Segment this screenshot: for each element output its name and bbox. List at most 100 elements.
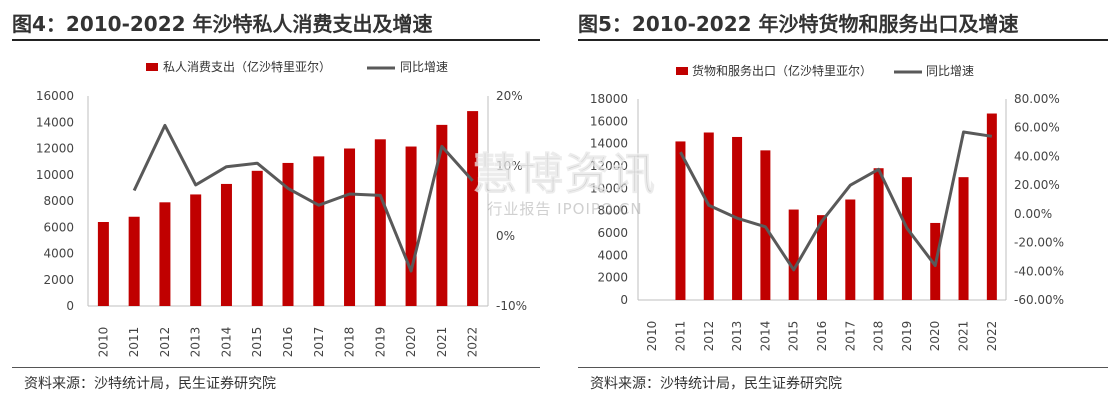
x-tick-label: 2010 xyxy=(645,321,659,352)
x-tick-label: 2013 xyxy=(730,321,744,352)
bar xyxy=(986,113,997,301)
chart-title: 图4：2010-2022 年沙特私人消费支出及增速 xyxy=(12,12,433,36)
bar xyxy=(703,132,714,300)
y-right-tick-label: -60.00% xyxy=(1014,293,1064,307)
y-left-tick-label: 10000 xyxy=(36,168,74,182)
source-note: 资料来源：沙特统计局，民生证券研究院 xyxy=(24,376,276,392)
y-left-tick-label: 4000 xyxy=(43,247,74,261)
legend-line-label: 同比增速 xyxy=(400,60,448,74)
bar xyxy=(901,177,912,300)
legend-bar-swatch xyxy=(676,67,688,75)
x-tick-label: 2022 xyxy=(466,327,480,358)
y-left-tick-label: 8000 xyxy=(43,194,74,208)
y-right-tick-label: -10% xyxy=(496,299,527,313)
x-tick-label: 2021 xyxy=(435,327,449,358)
x-tick-label: 2017 xyxy=(312,327,326,358)
x-tick-label: 2016 xyxy=(815,321,829,352)
y-left-tick-label: 14000 xyxy=(590,137,628,151)
x-tick-label: 2014 xyxy=(219,327,233,358)
x-tick-label: 2014 xyxy=(758,321,772,352)
x-tick-label: 2010 xyxy=(96,327,110,358)
y-right-tick-label: 10% xyxy=(496,159,523,173)
chart-left-svg: 0 2000 4000 6000 8000 10000 12000 14000 16000 -10… xyxy=(36,59,527,358)
bar xyxy=(675,141,686,300)
source-rule xyxy=(12,367,540,368)
y-right-tick-label: 40.00% xyxy=(1014,149,1060,163)
y-left-tick-label: 12000 xyxy=(590,159,628,173)
legend-line-label: 同比增速 xyxy=(926,64,974,78)
x-tick-label: 2012 xyxy=(158,327,172,358)
y-left-tick-label: 2000 xyxy=(597,271,628,285)
x-tick-label: 2021 xyxy=(957,321,971,352)
x-tick-label: 2011 xyxy=(673,321,687,352)
y-right-tick-label: 0.00% xyxy=(1014,207,1052,221)
bar xyxy=(190,194,202,306)
legend-bar-label: 私人消费支出（亿沙特里亚尔） xyxy=(163,59,331,74)
source-note: 资料来源：沙特统计局，民生证券研究院 xyxy=(590,376,842,392)
x-tick-label: 2020 xyxy=(404,327,418,358)
bar xyxy=(220,183,232,306)
bar xyxy=(817,215,827,300)
x-tick-label: 2011 xyxy=(127,327,141,358)
y-left-tick-label: 0 xyxy=(66,299,74,313)
x-tick-label: 2019 xyxy=(900,321,914,352)
bar xyxy=(251,170,263,306)
bar xyxy=(873,168,884,300)
bar xyxy=(313,156,325,306)
y-left-tick-label: 8000 xyxy=(597,204,628,218)
y-left-tick-label: 2000 xyxy=(43,273,74,287)
y-right-tick-label: 60.00% xyxy=(1014,121,1060,135)
y-right-tick-label: 20% xyxy=(496,89,523,103)
x-tick-label: 2016 xyxy=(281,327,295,358)
y-right-tick-label: -40.00% xyxy=(1014,264,1064,278)
bar xyxy=(845,199,856,300)
legend-bar-label: 货物和服务出口（亿沙特里亚尔） xyxy=(692,63,872,78)
y-left-tick-label: 16000 xyxy=(590,114,628,128)
bar xyxy=(282,162,294,306)
bar xyxy=(344,148,356,306)
bar xyxy=(760,150,771,300)
bar xyxy=(436,124,448,306)
y-right-tick-label: 0% xyxy=(496,229,515,243)
y-left-tick-label: 6000 xyxy=(597,226,628,240)
y-left-tick-label: 0 xyxy=(620,293,628,307)
x-tick-label: 2015 xyxy=(787,321,801,352)
bar xyxy=(405,146,417,306)
y-left-tick-label: 4000 xyxy=(597,248,628,262)
bar xyxy=(159,202,171,306)
y-left-tick-label: 12000 xyxy=(36,142,74,156)
bar xyxy=(97,222,109,306)
x-tick-label: 2022 xyxy=(985,321,999,352)
bar xyxy=(788,209,799,300)
y-right-tick-label: -20.00% xyxy=(1014,236,1064,250)
x-tick-label: 2013 xyxy=(189,327,203,358)
x-tick-label: 2015 xyxy=(250,327,264,358)
x-tick-label: 2017 xyxy=(843,321,857,352)
growth-line xyxy=(679,130,993,272)
y-left-tick-label: 6000 xyxy=(43,220,74,234)
x-tick-label: 2020 xyxy=(928,321,942,352)
y-right-tick-label: 20.00% xyxy=(1014,178,1060,192)
y-right-tick-label: 80.00% xyxy=(1014,92,1060,106)
x-tick-label: 2012 xyxy=(702,321,716,352)
bar xyxy=(467,111,479,306)
bar xyxy=(128,216,140,306)
source-rule xyxy=(578,367,1108,368)
growth-line xyxy=(132,123,474,273)
title-rule xyxy=(12,39,540,41)
legend-bar-swatch xyxy=(146,63,158,71)
x-tick-label: 2019 xyxy=(373,327,387,358)
bar xyxy=(374,139,386,306)
y-left-tick-label: 18000 xyxy=(590,92,628,106)
chart-title: 图5：2010-2022 年沙特货物和服务出口及增速 xyxy=(578,12,1019,36)
bar xyxy=(958,177,969,300)
chart-panel-right: 图5：2010-2022 年沙特货物和服务出口及增速 0 2000 4000 6000… xyxy=(566,0,1116,401)
y-left-tick-label: 14000 xyxy=(36,115,74,129)
chart-right-svg: 0 2000 4000 6000 8000 10000 12000 14000 16000 180… xyxy=(590,63,1064,352)
title-rule xyxy=(578,39,1108,41)
x-tick-label: 2018 xyxy=(343,327,357,358)
x-tick-label: 2018 xyxy=(872,321,886,352)
y-left-tick-label: 10000 xyxy=(590,181,628,195)
chart-panel-left: 图4：2010-2022 年沙特私人消费支出及增速 0 2000 4000 6000 8… xyxy=(0,0,548,401)
y-left-tick-label: 16000 xyxy=(36,89,74,103)
